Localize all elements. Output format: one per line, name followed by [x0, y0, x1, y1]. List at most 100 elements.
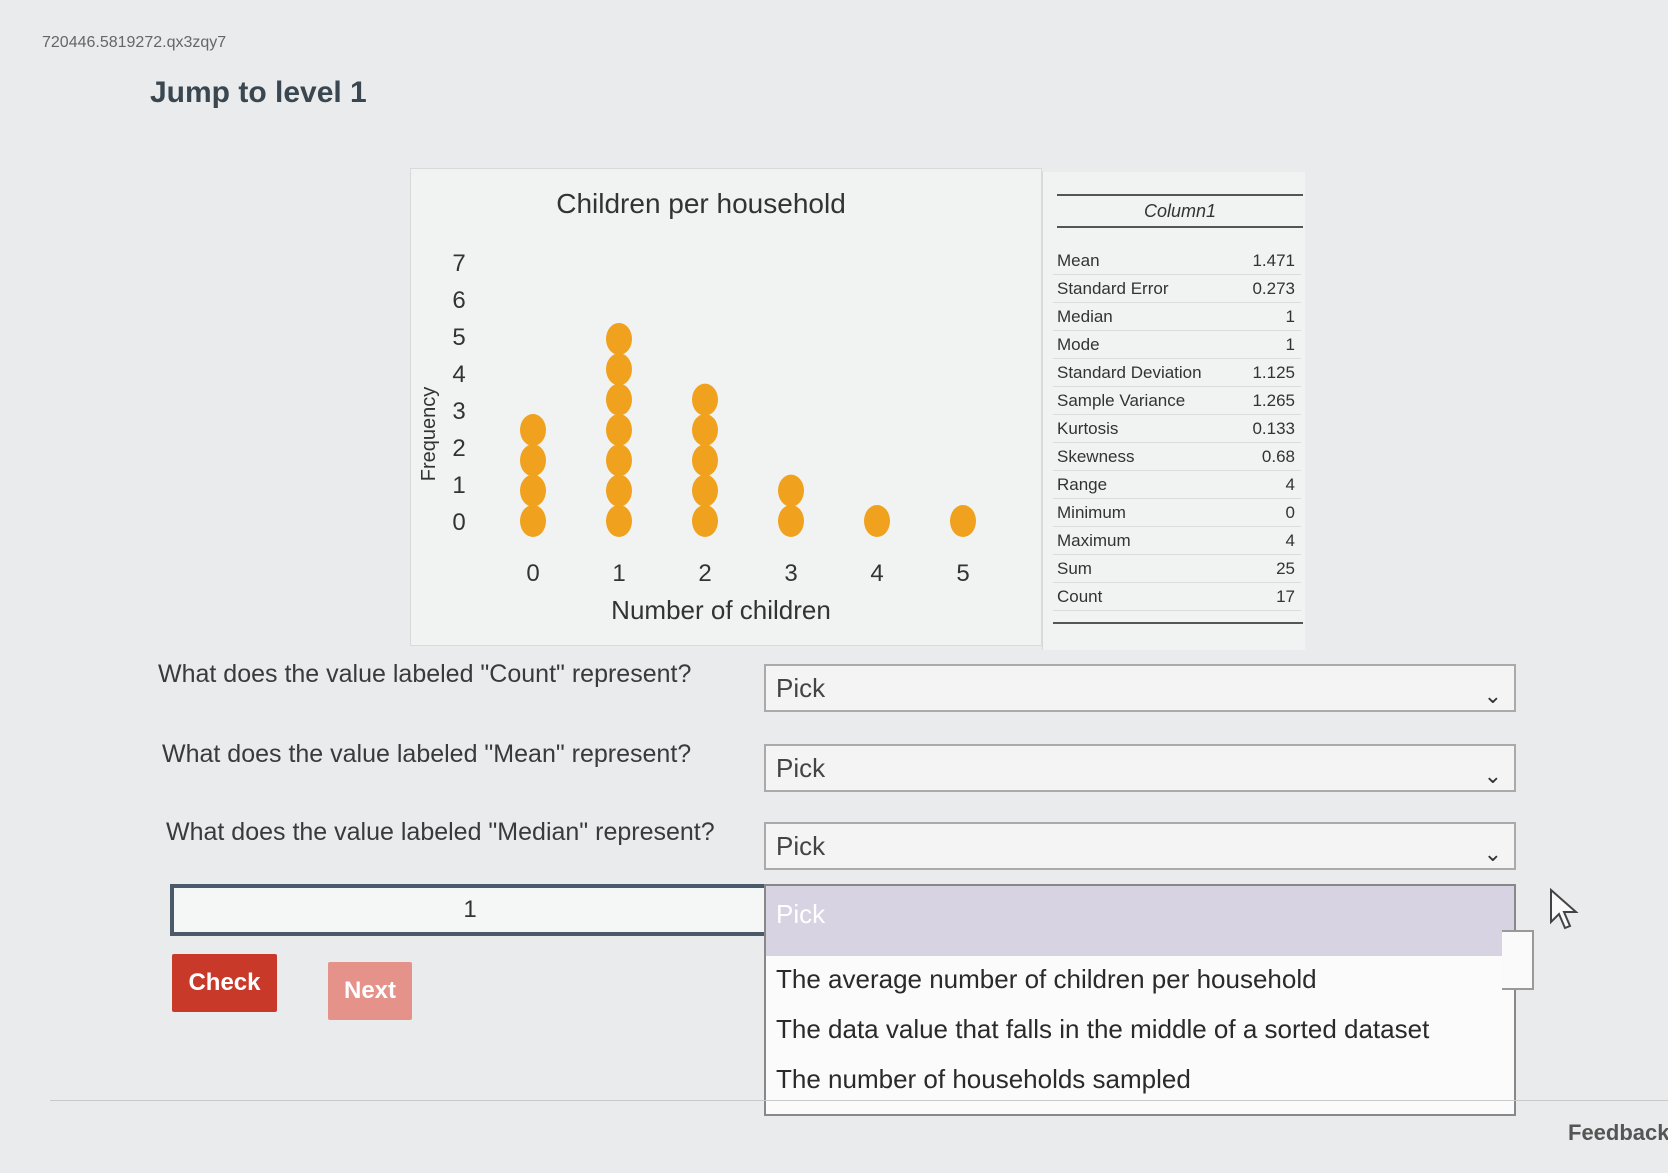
footer-divider: [50, 1100, 1668, 1101]
y-tick-label: 2: [452, 435, 465, 462]
data-point: [778, 474, 804, 507]
question-count-label: What does the value labeled "Count" repr…: [158, 660, 692, 688]
data-point: [606, 353, 632, 386]
y-tick-label: 4: [452, 361, 465, 388]
stats-row-label: Count: [1057, 587, 1103, 606]
stats-row: Range 4: [1053, 472, 1301, 499]
stats-row-label: Standard Error: [1057, 279, 1169, 298]
stats-row-label: Mode: [1057, 335, 1100, 354]
question-median-label: What does the value labeled "Median" rep…: [166, 818, 715, 846]
stats-column-header: Column1: [1057, 194, 1303, 228]
x-tick-label: 1: [612, 560, 625, 587]
question-mean-label: What does the value labeled "Mean" repre…: [162, 740, 692, 768]
data-point: [520, 413, 546, 446]
stats-row-value: 0.133: [1252, 419, 1295, 438]
stats-bottom-rule: [1053, 622, 1303, 624]
stats-row: Minimum 0: [1053, 500, 1301, 527]
dropdown-option-pick[interactable]: Pick: [766, 886, 1514, 956]
stats-row-value: 4: [1285, 475, 1295, 494]
chevron-down-icon: ⌄: [1483, 763, 1502, 788]
data-point: [864, 505, 890, 537]
stats-row-value: 1.125: [1252, 363, 1295, 382]
descriptive-stats-table: Column1 Mean 1.471 Standard Error 0.273 Medi…: [1042, 172, 1305, 650]
stats-row-value: 0.273: [1252, 279, 1295, 298]
stats-row-label: Minimum: [1057, 503, 1126, 522]
chevron-down-icon: ⌄: [1483, 841, 1502, 866]
next-button[interactable]: Next: [328, 962, 412, 1020]
stats-row-label: Mean: [1057, 251, 1100, 270]
stats-row: Maximum 4: [1053, 528, 1301, 555]
stats-row: Skewness 0.68: [1053, 444, 1301, 471]
stats-row: Standard Deviation 1.125: [1053, 360, 1301, 387]
x-tick-label: 3: [784, 560, 797, 587]
median-select-value: Pick: [776, 831, 826, 861]
y-axis-label: Frequency: [418, 387, 440, 482]
y-tick-label: 7: [452, 250, 465, 277]
data-point: [520, 505, 546, 537]
data-point: [950, 505, 976, 537]
stats-row-label: Sum: [1057, 559, 1092, 578]
median-select[interactable]: Pick ⌄: [764, 822, 1516, 870]
x-axis-label: Number of children: [611, 595, 831, 625]
stats-row-label: Sample Variance: [1057, 391, 1186, 410]
activity-id: 720446.5819272.qx3zqy7: [42, 34, 227, 51]
stats-row-value: 4: [1285, 531, 1295, 550]
mean-select[interactable]: Pick ⌄: [764, 744, 1516, 792]
data-point: [606, 444, 632, 477]
data-point: [692, 383, 718, 416]
median-dropdown-list: Pick The average number of children per …: [764, 884, 1516, 1116]
answer-value-box: 1: [170, 884, 770, 936]
count-select[interactable]: Pick ⌄: [764, 664, 1516, 712]
data-point: [606, 505, 632, 537]
stats-row-value: 25: [1276, 559, 1295, 578]
stats-row-value: 1: [1285, 307, 1295, 326]
stats-row: Kurtosis 0.133: [1053, 416, 1301, 443]
data-point: [692, 505, 718, 537]
data-point: [606, 474, 632, 507]
stats-row: Sample Variance 1.265: [1053, 388, 1301, 415]
level-title[interactable]: Jump to level 1: [150, 76, 367, 109]
check-button[interactable]: Check: [172, 954, 277, 1012]
stats-row-label: Standard Deviation: [1057, 363, 1202, 382]
stats-row-label: Range: [1057, 475, 1108, 494]
data-point: [520, 474, 546, 507]
stats-row-label: Median: [1057, 307, 1113, 326]
data-point: [606, 322, 632, 355]
data-point: [692, 413, 718, 446]
stats-row-value: 1: [1285, 335, 1295, 354]
data-point: [692, 444, 718, 477]
stats-row: Median 1: [1053, 304, 1301, 331]
stats-row-value: 17: [1276, 587, 1295, 606]
count-select-value: Pick: [776, 673, 826, 703]
feedback-link[interactable]: Feedback: [1568, 1120, 1668, 1145]
mean-select-value: Pick: [776, 753, 826, 783]
data-point: [606, 413, 632, 446]
dropdown-option-middle[interactable]: The data value that falls in the middle …: [776, 1014, 1430, 1044]
dot-plot-chart: Children per household Number of childre…: [418, 188, 976, 625]
stats-row: Standard Error 0.273: [1053, 276, 1301, 303]
x-tick-label: 0: [526, 560, 539, 587]
x-tick-label: 4: [870, 560, 883, 587]
stats-row-value: 0.68: [1261, 447, 1295, 466]
status-indicator-box: [1502, 930, 1534, 990]
x-tick-label: 5: [956, 560, 969, 587]
chart-panel: Children per household Number of childre…: [410, 168, 1042, 646]
chevron-down-icon: ⌄: [1483, 683, 1502, 708]
data-point: [606, 383, 632, 416]
x-tick-label: 2: [698, 560, 711, 587]
y-tick-label: 5: [452, 324, 465, 351]
data-point: [778, 505, 804, 537]
data-point: [520, 444, 546, 477]
y-tick-label: 0: [452, 509, 465, 536]
dropdown-option-average[interactable]: The average number of children per house…: [776, 964, 1317, 994]
dropdown-option-households[interactable]: The number of households sampled: [776, 1064, 1191, 1094]
stats-row-label: Maximum: [1057, 531, 1131, 550]
stats-row-value: 1.265: [1252, 391, 1295, 410]
stats-row: Mode 1: [1053, 332, 1301, 359]
stats-row: Count 17: [1053, 584, 1301, 611]
stats-row: Sum 25: [1053, 556, 1301, 583]
stats-row-label: Kurtosis: [1057, 419, 1119, 438]
stats-row-label: Skewness: [1057, 447, 1135, 466]
chart-title: Children per household: [556, 188, 846, 219]
y-tick-label: 3: [452, 398, 465, 425]
